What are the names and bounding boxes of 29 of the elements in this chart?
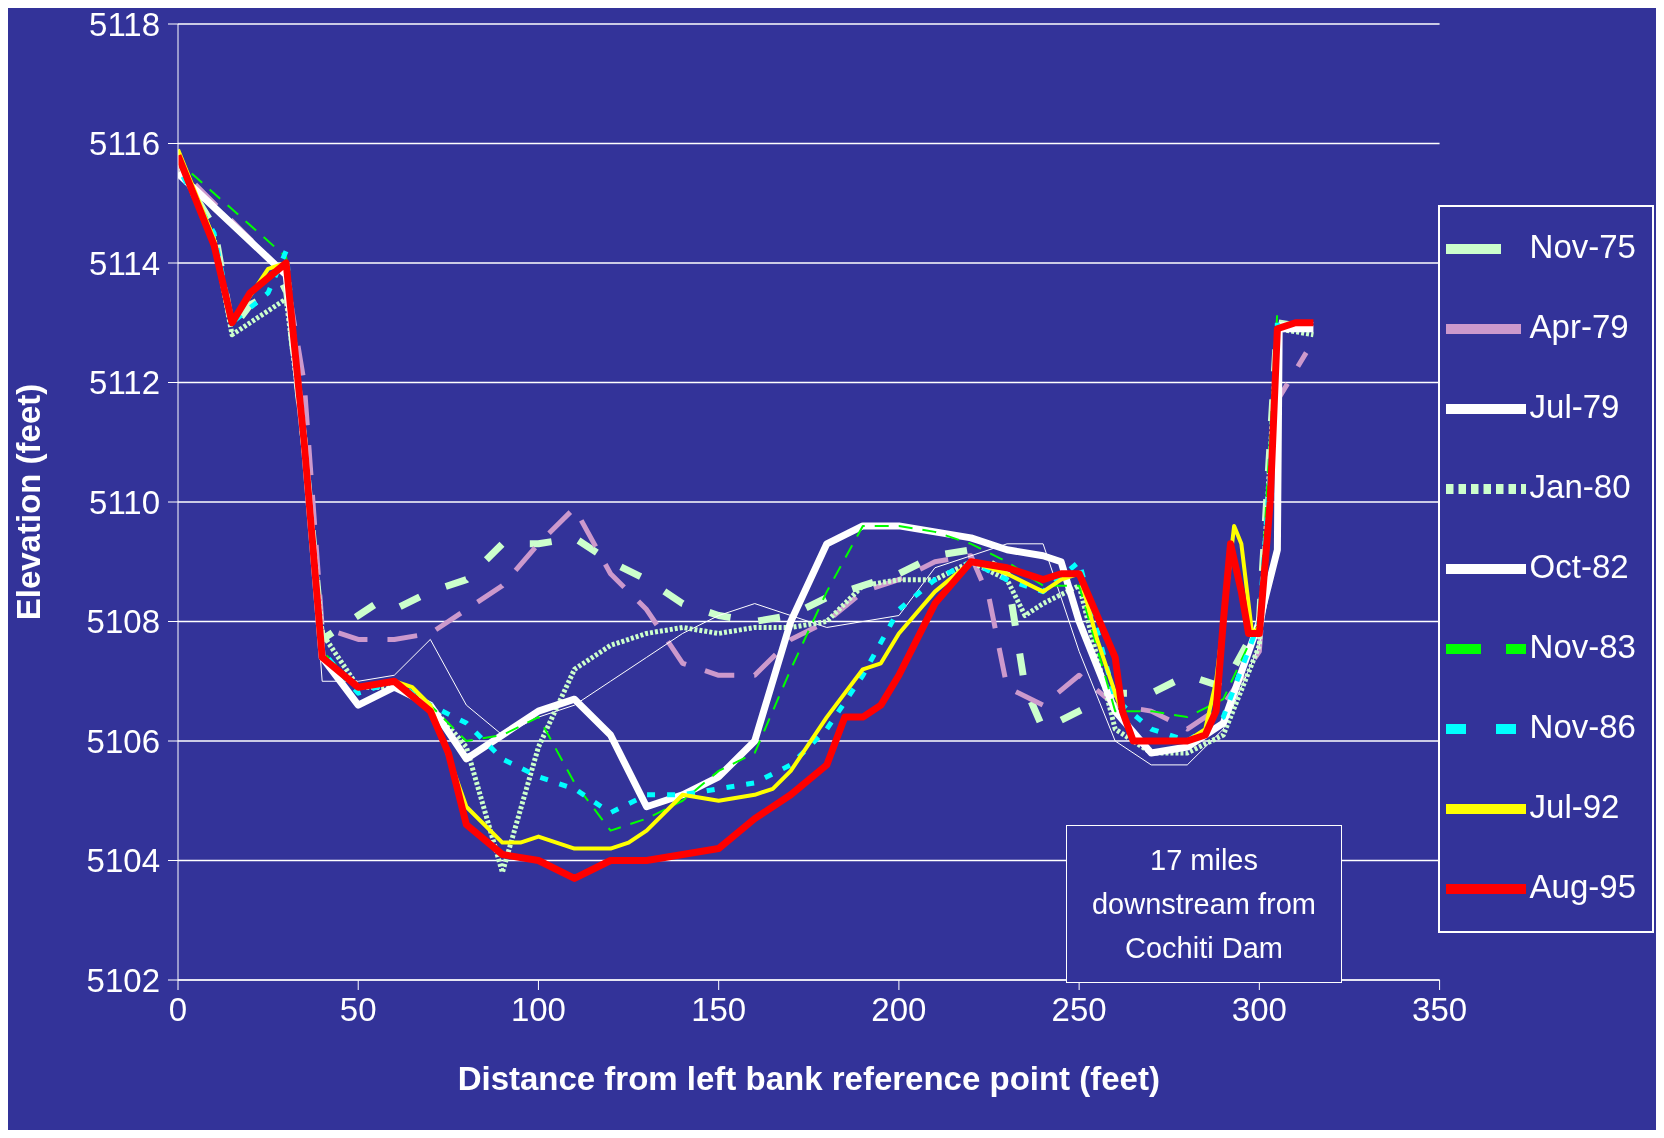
y-tick-label: 5116 xyxy=(89,125,160,163)
x-tick-label: 50 xyxy=(339,991,377,1029)
y-tick-label: 5108 xyxy=(86,603,160,641)
legend-label: Nov-86 xyxy=(1529,707,1636,745)
y-axis-title: Elevation (feet) xyxy=(9,383,47,621)
x-tick-label: 100 xyxy=(510,991,566,1029)
y-tick-label: 5114 xyxy=(89,244,160,282)
y-tick-label: 5110 xyxy=(89,483,160,521)
x-tick-label: 350 xyxy=(1412,991,1468,1029)
y-tick-label: 5104 xyxy=(86,842,160,880)
legend-label: Jan-80 xyxy=(1529,467,1631,505)
x-tick-label: 200 xyxy=(871,991,927,1029)
x-tick-label: 150 xyxy=(691,991,747,1029)
y-tick-label: 5106 xyxy=(86,722,160,760)
y-tick-label: 5118 xyxy=(89,5,160,43)
x-tick-label: 0 xyxy=(168,991,188,1029)
x-tick-label: 300 xyxy=(1231,991,1287,1029)
legend-label: Jul-79 xyxy=(1529,387,1620,425)
annotation: 17 miles downstream from Cochiti Dam xyxy=(1066,825,1342,983)
legend-label: Oct-82 xyxy=(1529,547,1629,585)
y-tick-label: 5102 xyxy=(86,961,160,999)
y-tick-label: 5112 xyxy=(89,364,160,402)
legend-label: Jul-92 xyxy=(1529,787,1620,825)
x-tick-label: 250 xyxy=(1051,991,1107,1029)
legend-label: Apr-79 xyxy=(1529,307,1629,345)
legend-label: Nov-75 xyxy=(1529,227,1636,265)
legend-label: Aug-95 xyxy=(1529,867,1636,905)
x-axis-title: Distance from left bank reference point (feet) xyxy=(457,1060,1160,1097)
legend-label: Nov-83 xyxy=(1529,627,1636,665)
